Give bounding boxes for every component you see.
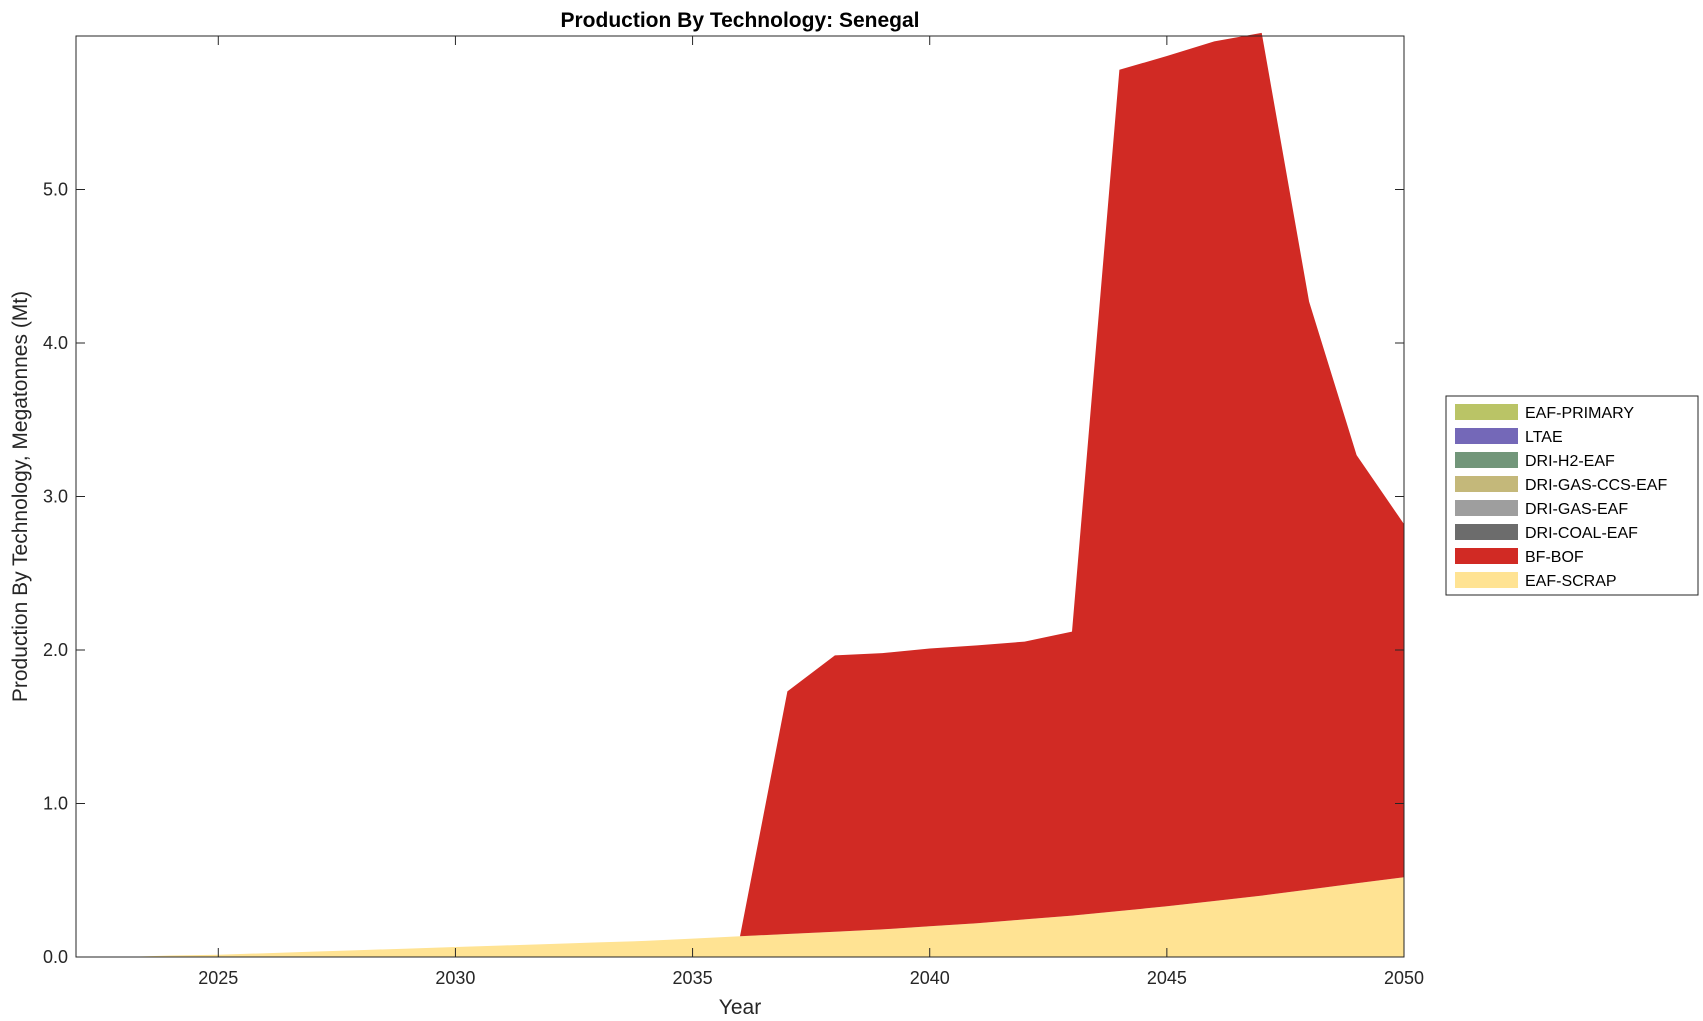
legend-swatch-dri-gas-ccs-eaf: [1455, 476, 1518, 492]
area-series-eaf-scrap: [76, 877, 1404, 957]
legend: EAF-PRIMARY LTAE DRI-H2-EAF DRI-GAS-CCS-EAF…: [1445, 395, 1699, 596]
legend-swatch-eaf-scrap: [1455, 572, 1518, 588]
y-tick-label: 4.0: [43, 333, 68, 353]
legend-swatch-dri-gas-eaf: [1455, 500, 1518, 516]
legend-swatch-dri-coal-eaf: [1455, 524, 1518, 540]
y-tick-label: 2.0: [43, 640, 68, 660]
tick-layer: 2025 2030 2035 2040 2045 2050 0.0 1.0 2.0 3.0 4.0 5…: [43, 36, 1424, 988]
legend-label-eaf-scrap: EAF-SCRAP: [1525, 573, 1617, 590]
y-axis-label: Production By Technology, Megatonnes (Mt…: [9, 291, 32, 702]
legend-label-dri-gas-eaf: DRI-GAS-EAF: [1525, 501, 1628, 518]
y-tick-label: 3.0: [43, 487, 68, 507]
y-tick-label: 0.0: [43, 947, 68, 967]
chart-title: Production By Technology: Senegal: [561, 9, 920, 32]
legend-label-bf-bof: BF-BOF: [1525, 549, 1584, 566]
area-series-bf-bof: [76, 32, 1404, 957]
legend-swatch-bf-bof: [1455, 548, 1518, 564]
legend-label-dri-gas-ccs-eaf: DRI-GAS-CCS-EAF: [1525, 477, 1667, 494]
legend-items: EAF-PRIMARY LTAE DRI-H2-EAF DRI-GAS-CCS-EAF…: [1455, 404, 1667, 590]
legend-swatch-dri-h2-eaf: [1455, 452, 1518, 468]
y-tick-label: 5.0: [43, 180, 68, 200]
legend-label-dri-h2-eaf: DRI-H2-EAF: [1525, 453, 1615, 470]
x-tick-label: 2040: [910, 968, 950, 988]
area-layer: [76, 32, 1404, 957]
x-tick-label: 2035: [673, 968, 713, 988]
x-axis-label: Year: [719, 996, 761, 1019]
legend-label-dri-coal-eaf: DRI-COAL-EAF: [1525, 525, 1638, 542]
x-tick-label: 2025: [198, 968, 238, 988]
legend-label-eaf-primary: EAF-PRIMARY: [1525, 405, 1634, 422]
x-tick-label: 2045: [1147, 968, 1187, 988]
y-tick-label: 1.0: [43, 794, 68, 814]
legend-swatch-ltae: [1455, 428, 1518, 444]
x-tick-label: 2030: [435, 968, 475, 988]
legend-label-ltae: LTAE: [1525, 429, 1563, 446]
x-tick-label: 2050: [1384, 968, 1424, 988]
legend-swatch-eaf-primary: [1455, 404, 1518, 420]
